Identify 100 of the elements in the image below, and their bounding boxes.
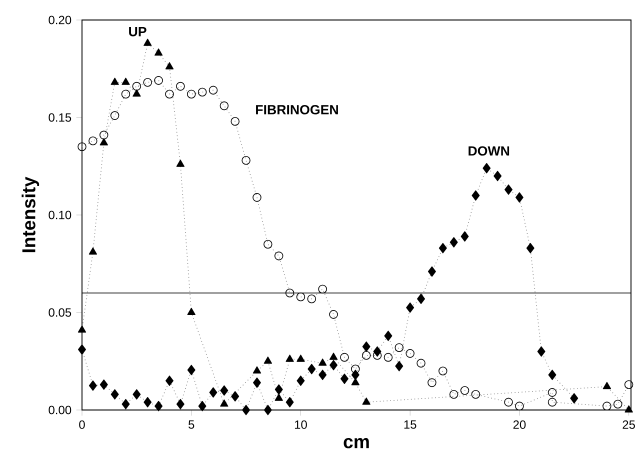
- point: [450, 237, 458, 248]
- point: [186, 90, 196, 98]
- point: [78, 142, 86, 152]
- point: [395, 360, 404, 372]
- point: [144, 396, 152, 408]
- point: [121, 90, 130, 98]
- point: [351, 370, 360, 380]
- point: [318, 370, 327, 380]
- point: [548, 388, 557, 397]
- point: [351, 364, 360, 374]
- point: [220, 101, 229, 110]
- point: [252, 366, 262, 374]
- point: [504, 184, 513, 195]
- y-tick-label: 0.15: [48, 113, 72, 122]
- point: [472, 190, 480, 201]
- point: [416, 358, 426, 368]
- y-tick-label: 0.05: [48, 308, 72, 317]
- point: [100, 138, 108, 146]
- point: [220, 399, 228, 407]
- point: [438, 242, 447, 254]
- point: [88, 247, 98, 255]
- point: [198, 400, 206, 412]
- point: [88, 380, 97, 391]
- point: [264, 356, 272, 364]
- point: [417, 294, 426, 304]
- point: [482, 162, 491, 174]
- point: [362, 341, 370, 352]
- point: [340, 374, 348, 384]
- point: [100, 379, 108, 390]
- point: [165, 376, 174, 386]
- point: [176, 160, 185, 167]
- point: [471, 390, 480, 399]
- point: [624, 380, 634, 390]
- x-tick-label: 25: [622, 420, 635, 429]
- point: [143, 78, 152, 87]
- point: [231, 391, 240, 402]
- point: [274, 394, 283, 401]
- point: [307, 294, 316, 304]
- y-tick-label: 0.20: [48, 16, 72, 24]
- point: [460, 386, 470, 395]
- series-label: DOWN: [468, 146, 510, 156]
- x-tick-label: 20: [513, 420, 526, 429]
- point: [264, 240, 272, 249]
- point: [329, 352, 338, 360]
- point: [329, 310, 338, 319]
- point: [548, 398, 557, 407]
- point: [406, 349, 414, 358]
- point: [187, 364, 196, 376]
- point: [504, 398, 513, 407]
- point: [274, 384, 283, 395]
- point: [362, 350, 371, 360]
- point: [526, 242, 534, 254]
- point: [330, 360, 338, 370]
- point: [308, 364, 316, 374]
- point: [132, 82, 142, 91]
- x-tick-label: 15: [404, 420, 416, 429]
- x-tick-label: 10: [294, 420, 307, 429]
- point: [165, 90, 174, 98]
- point: [394, 343, 404, 352]
- point: [515, 402, 524, 410]
- point: [220, 385, 228, 396]
- point: [460, 231, 469, 242]
- point: [154, 400, 163, 412]
- point: [428, 266, 436, 277]
- point: [198, 88, 207, 97]
- x-axis-title: cm: [344, 438, 369, 448]
- point: [515, 192, 524, 203]
- point: [144, 38, 152, 46]
- point: [602, 382, 612, 390]
- y-tick-label: 0.00: [48, 406, 72, 414]
- point: [154, 76, 163, 85]
- point: [602, 402, 612, 410]
- point: [110, 389, 119, 400]
- point: [494, 170, 502, 182]
- point: [165, 62, 174, 70]
- point: [296, 354, 305, 362]
- point: [88, 136, 98, 146]
- point: [132, 89, 141, 97]
- point: [242, 156, 250, 165]
- x-tick-label: 5: [188, 420, 194, 429]
- point: [449, 390, 458, 399]
- point: [286, 354, 294, 362]
- point: [252, 377, 261, 388]
- point: [406, 302, 414, 313]
- point: [318, 358, 327, 366]
- point: [613, 400, 622, 409]
- point: [274, 252, 284, 260]
- point: [99, 130, 108, 140]
- point: [318, 284, 327, 294]
- point: [230, 116, 240, 126]
- point: [624, 405, 633, 413]
- point: [340, 352, 349, 362]
- point: [438, 366, 448, 376]
- point: [252, 193, 262, 202]
- point: [110, 111, 120, 120]
- point: [548, 370, 556, 380]
- point: [242, 404, 250, 416]
- point: [187, 308, 196, 316]
- point: [122, 78, 130, 85]
- point: [154, 48, 163, 56]
